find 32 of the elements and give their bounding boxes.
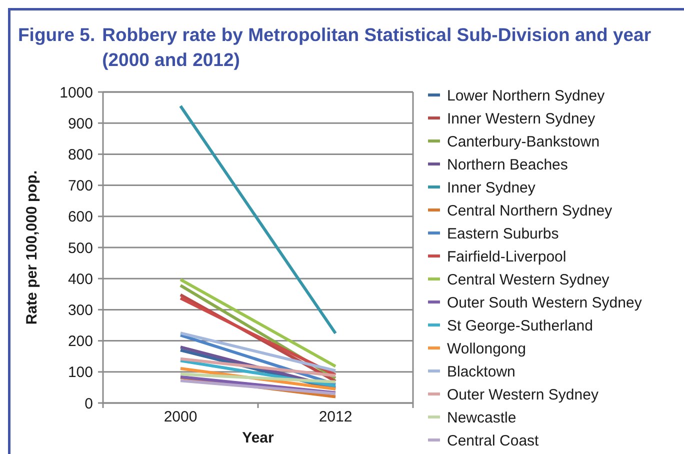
x-tick-label: 2012 — [318, 408, 352, 426]
legend-label: Fairfield-Liverpool — [447, 248, 566, 266]
legend-label: Canterbury-Bankstown — [447, 133, 600, 150]
legend-label: Newcastle — [447, 409, 516, 426]
y-tick-label: 500 — [68, 240, 93, 257]
legend-label: Blacktown — [447, 363, 516, 380]
y-tick-label: 400 — [68, 270, 93, 288]
y-tick-label: 600 — [68, 208, 93, 226]
legend-label: Wollongong — [447, 340, 526, 358]
legend-label: Central Northern Sydney — [447, 202, 613, 220]
y-tick-label: 1000 — [60, 84, 93, 102]
y-tick-label: 300 — [68, 302, 93, 319]
x-tick-label: 2000 — [164, 408, 198, 426]
legend-label: Lower Northern Sydney — [447, 87, 606, 104]
legend-label: Central Western Sydney — [447, 271, 610, 288]
legend-label: Inner Western Sydney — [447, 110, 596, 128]
y-tick-label: 200 — [68, 333, 93, 350]
legend-label: Outer South Western Sydney — [447, 294, 642, 312]
y-tick-label: 800 — [68, 146, 93, 164]
y-tick-label: 0 — [84, 395, 93, 412]
legend-label: Outer Western Sydney — [447, 386, 599, 404]
y-tick-label: 700 — [68, 178, 93, 195]
y-axis-title: Rate per 100,000 pop. — [23, 170, 40, 325]
chart-title: Figure 5. Robbery rate by Metropolitan Statistical Sub-Division and year (2000 and 2012) — [18, 24, 652, 70]
y-tick-label: 900 — [68, 115, 93, 132]
x-axis-title: Year — [242, 429, 274, 446]
legend-label: St George-Sutherland — [447, 317, 593, 334]
legend-label: Northern Beaches — [447, 156, 568, 174]
legend-label: Inner Sydney — [447, 179, 536, 196]
legend-label: Eastern Suburbs — [447, 225, 559, 242]
legend-label: Central Coast — [447, 432, 540, 450]
y-tick-label: 100 — [68, 364, 93, 382]
